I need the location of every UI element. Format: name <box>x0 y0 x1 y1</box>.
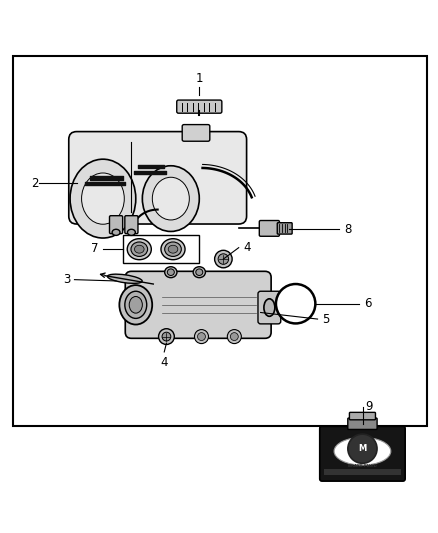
Circle shape <box>162 333 170 341</box>
Ellipse shape <box>152 177 189 220</box>
Ellipse shape <box>165 242 181 256</box>
Text: 9: 9 <box>365 400 372 413</box>
Ellipse shape <box>107 274 142 284</box>
Circle shape <box>159 329 174 344</box>
Ellipse shape <box>119 285 152 325</box>
Bar <box>123 236 199 263</box>
FancyBboxPatch shape <box>125 271 271 338</box>
Text: 8: 8 <box>345 223 352 236</box>
Text: 4: 4 <box>160 356 168 369</box>
Circle shape <box>194 329 208 344</box>
Circle shape <box>230 333 238 341</box>
Ellipse shape <box>112 229 120 236</box>
FancyBboxPatch shape <box>182 125 210 141</box>
Text: 4: 4 <box>243 241 251 254</box>
Ellipse shape <box>131 242 148 256</box>
Text: 2: 2 <box>31 177 39 190</box>
Ellipse shape <box>167 269 174 276</box>
FancyBboxPatch shape <box>259 221 279 236</box>
Ellipse shape <box>168 245 178 253</box>
Ellipse shape <box>134 245 144 253</box>
FancyBboxPatch shape <box>348 418 377 430</box>
Ellipse shape <box>142 166 199 231</box>
FancyBboxPatch shape <box>69 132 247 224</box>
Text: BRAKE FLUID: BRAKE FLUID <box>348 464 377 469</box>
FancyBboxPatch shape <box>277 223 292 234</box>
Text: 7: 7 <box>91 243 99 255</box>
Ellipse shape <box>264 299 275 316</box>
Ellipse shape <box>196 269 203 276</box>
Ellipse shape <box>129 296 142 313</box>
Circle shape <box>162 332 171 341</box>
Circle shape <box>348 434 377 463</box>
Bar <box>13 56 427 426</box>
Ellipse shape <box>127 229 135 236</box>
Text: 5: 5 <box>322 312 329 326</box>
Text: M: M <box>358 444 367 453</box>
Ellipse shape <box>81 173 124 224</box>
FancyBboxPatch shape <box>320 426 405 481</box>
Circle shape <box>159 329 173 344</box>
Ellipse shape <box>161 239 185 260</box>
FancyBboxPatch shape <box>258 291 281 324</box>
Ellipse shape <box>165 266 177 278</box>
Circle shape <box>276 284 315 324</box>
Text: 6: 6 <box>364 297 372 310</box>
FancyBboxPatch shape <box>177 100 222 113</box>
Circle shape <box>227 329 241 344</box>
Ellipse shape <box>334 438 391 465</box>
Circle shape <box>215 251 232 268</box>
Ellipse shape <box>70 159 136 238</box>
FancyBboxPatch shape <box>125 216 138 233</box>
Ellipse shape <box>127 239 151 260</box>
Ellipse shape <box>125 291 147 318</box>
Ellipse shape <box>193 266 205 278</box>
FancyBboxPatch shape <box>110 216 123 233</box>
FancyBboxPatch shape <box>350 413 375 420</box>
Bar <box>324 470 401 475</box>
Text: 3: 3 <box>63 273 70 286</box>
Circle shape <box>198 333 205 341</box>
Circle shape <box>218 254 229 264</box>
Circle shape <box>279 287 312 320</box>
Text: 1: 1 <box>195 72 203 85</box>
